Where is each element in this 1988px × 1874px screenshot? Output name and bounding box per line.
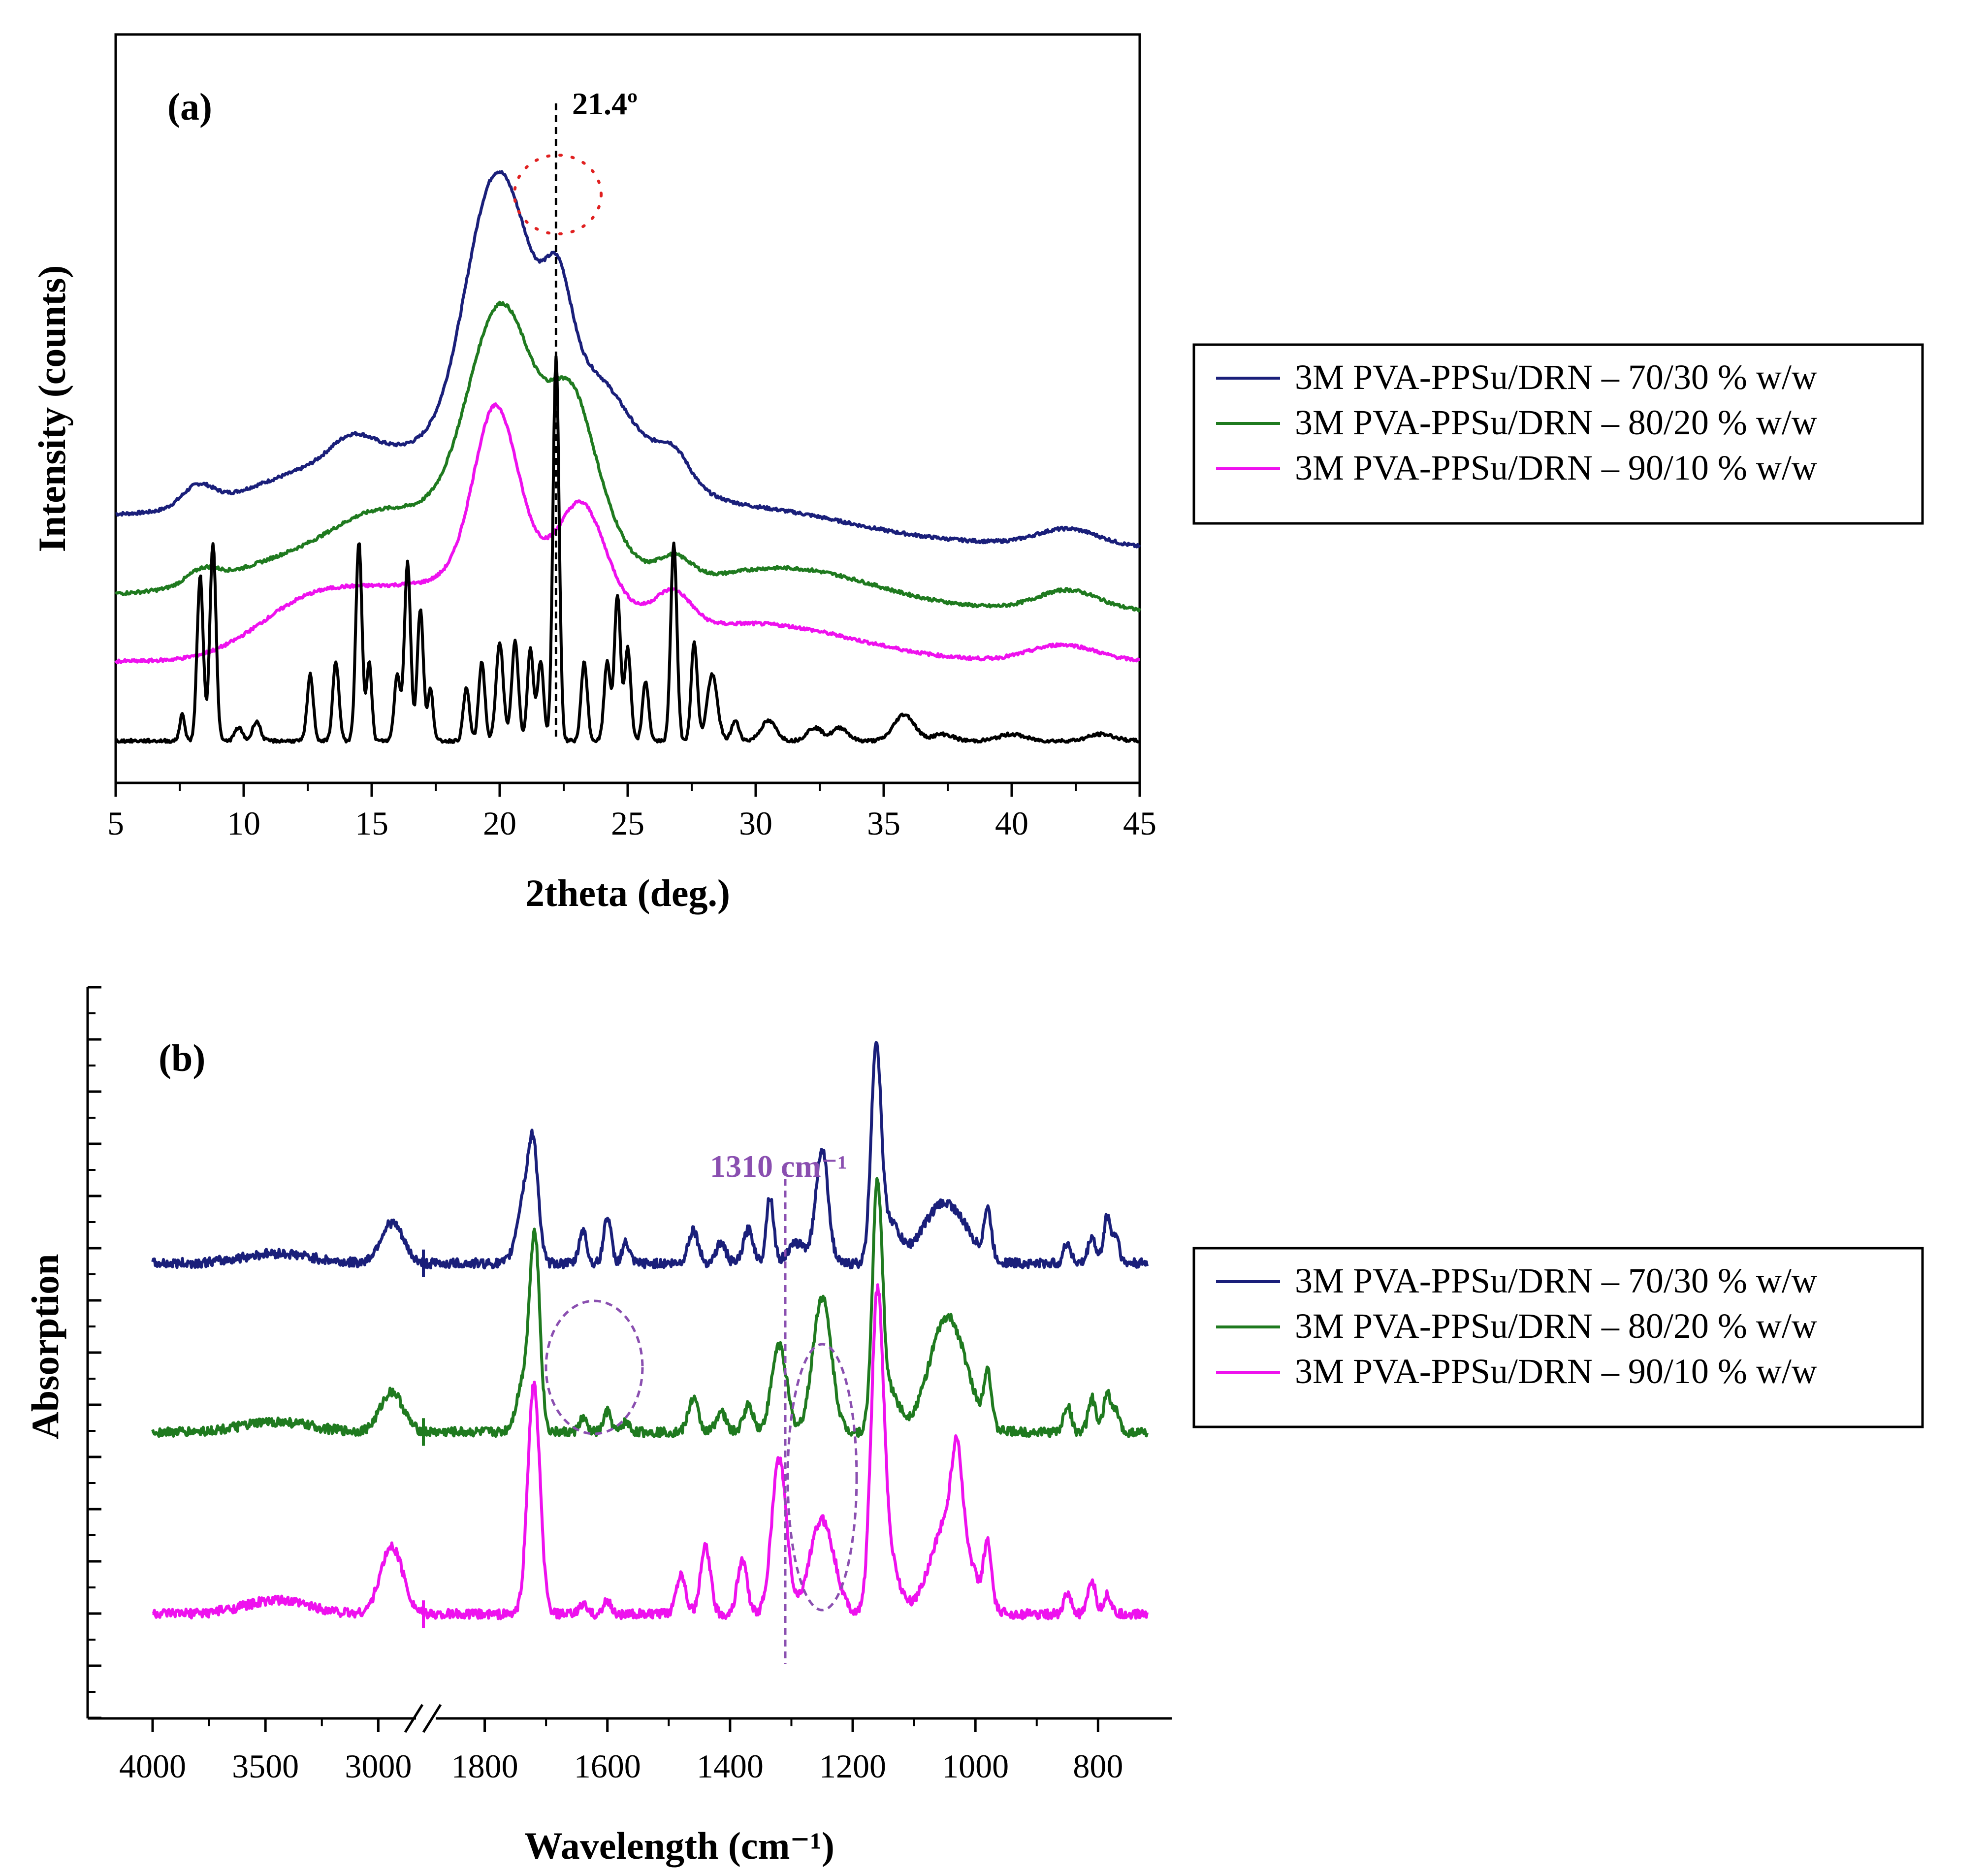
ftir-x-tick-label: 800 [1073, 1747, 1123, 1785]
xrd-x-tick-label: 35 [867, 805, 900, 842]
xrd-x-tick-label: 45 [1123, 805, 1156, 842]
ftir-x-tick-label: 1600 [574, 1747, 641, 1785]
ftir-x-ticks: 4000 3500 3000 1800 1600 1400 1200 1000 800 [119, 1718, 1123, 1785]
xrd-plot-frame [114, 33, 1141, 784]
xrd-legend: 3M PVA-PPSu/DRN – 70/30 % w/w 3M PVA-PPSu… [1192, 343, 1924, 525]
xrd-x-tick-label: 5 [107, 805, 124, 842]
xrd-panel-label: (a) [167, 85, 212, 128]
ftir-legend-label: 3M PVA-PPSu/DRN – 90/10 % w/w [1295, 1352, 1817, 1391]
xrd-panel: 5 10 15 20 25 30 35 40 45 21.4º (a) 2theta (deg.… [31, 33, 1156, 914]
xrd-x-tick-label: 20 [483, 805, 516, 842]
ftir-x-axis-title: Wavelength (cm⁻¹) [524, 1824, 834, 1867]
ftir-axis-break-mark [422, 1704, 442, 1733]
xrd-x-ticks: 5 10 15 20 25 30 35 40 45 [107, 783, 1156, 842]
ftir-x-tick-label: 1000 [942, 1747, 1009, 1785]
xrd-x-tick-label: 25 [611, 805, 644, 842]
ftir-x-tick-label: 3500 [232, 1747, 299, 1785]
xrd-series-line-1 [115, 170, 1141, 549]
ftir-series-line-2 [151, 1177, 1149, 1438]
ftir-axis-break-mark [404, 1704, 424, 1733]
ftir-y-axis-title: Absorption [24, 1254, 66, 1439]
ftir-panel: 4000 3500 3000 1800 1600 1400 1200 1000 800 1310… [24, 986, 1172, 1867]
xrd-legend-box [1192, 343, 1924, 525]
ftir-legend: 3M PVA-PPSu/DRN – 70/30 % w/w 3M PVA-PPSu… [1192, 1247, 1924, 1428]
xrd-series-line-3 [114, 402, 1140, 665]
ftir-series [151, 1041, 1149, 1620]
xrd-series-line-4 [115, 355, 1140, 744]
ftir-x-tick-label: 1800 [451, 1747, 518, 1785]
ftir-x-tick-label: 3000 [345, 1747, 412, 1785]
xrd-y-axis-title: Intensity (counts) [31, 265, 73, 552]
ftir-highlight-ellipse [545, 1299, 644, 1435]
ftir-legend-box [1192, 1247, 1924, 1428]
xrd-peak-highlight-ellipse [513, 154, 603, 235]
ftir-series-line-1 [151, 1041, 1149, 1270]
ftir-series-line-3 [152, 1283, 1149, 1620]
xrd-legend-label: 3M PVA-PPSu/DRN – 70/30 % w/w [1295, 357, 1817, 397]
xrd-legend-label: 3M PVA-PPSu/DRN – 80/20 % w/w [1295, 403, 1817, 442]
ftir-panel-label: (b) [159, 1036, 205, 1079]
xrd-x-tick-label: 30 [739, 805, 772, 842]
xrd-peak-annotation: 21.4º [572, 86, 638, 121]
ftir-x-tick-label: 1400 [697, 1747, 764, 1785]
xrd-x-tick-label: 10 [227, 805, 260, 842]
xrd-x-tick-label: 40 [995, 805, 1028, 842]
xrd-legend-label: 3M PVA-PPSu/DRN – 90/10 % w/w [1295, 448, 1817, 487]
ftir-x-tick-label: 1200 [819, 1747, 886, 1785]
ftir-y-ticks [88, 986, 101, 1719]
xrd-x-axis-title: 2theta (deg.) [525, 872, 730, 914]
ftir-legend-label: 3M PVA-PPSu/DRN – 70/30 % w/w [1295, 1261, 1817, 1300]
xrd-x-tick-label: 15 [355, 805, 388, 842]
ftir-legend-label: 3M PVA-PPSu/DRN – 80/20 % w/w [1295, 1306, 1817, 1346]
ftir-x-tick-label: 4000 [119, 1747, 186, 1785]
xrd-series [114, 170, 1141, 744]
ftir-peak-annotation: 1310 cm⁻¹ [710, 1149, 847, 1184]
ftir-highlight-ellipse [786, 1343, 858, 1612]
xrd-series-line-2 [114, 300, 1141, 613]
